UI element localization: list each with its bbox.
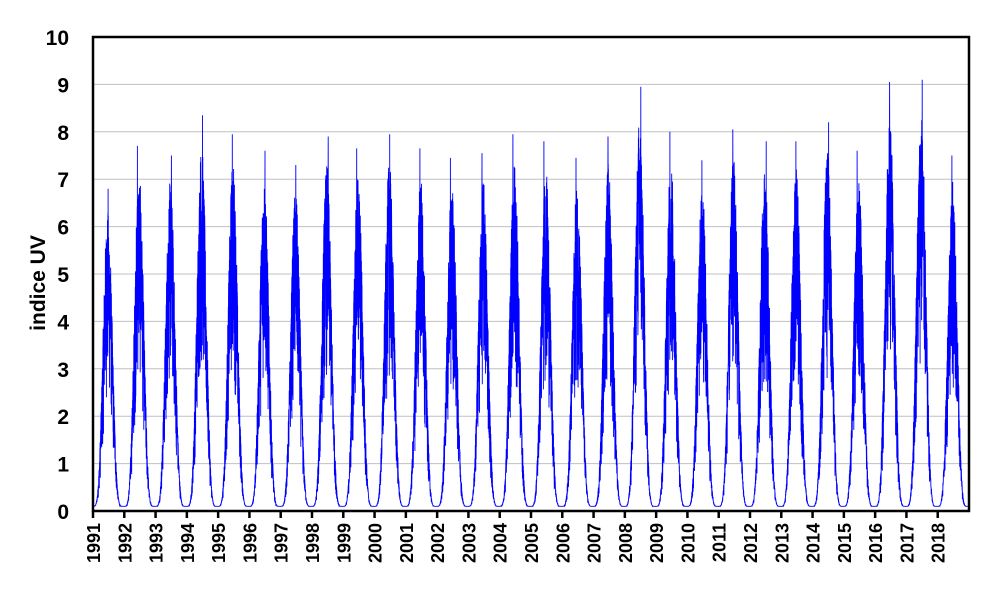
x-tick-label: 1994 — [178, 523, 198, 563]
uv-index-line — [93, 79, 969, 508]
y-tick-label: 1 — [57, 454, 69, 477]
x-tick-label: 2009 — [647, 523, 667, 563]
x-tick-label: 2003 — [459, 523, 479, 563]
x-tick-label: 2012 — [741, 523, 761, 563]
x-tick-label: 2017 — [897, 523, 917, 563]
y-tick-label: 8 — [57, 122, 69, 145]
gridlines — [93, 83, 969, 465]
y-tick-label: 0 — [57, 501, 69, 524]
y-axis-ticks: 0 1 2 3 4 5 6 7 8 9 10 — [46, 27, 70, 524]
x-tick-label: 2005 — [522, 523, 542, 563]
x-tick-label: 1991 — [84, 523, 104, 563]
y-tick-label: 9 — [57, 74, 69, 97]
x-axis-ticks: 1991 1992 1993 1994 1995 1996 1997 1998 1999 2000… — [84, 511, 949, 563]
y-tick-label: 4 — [57, 311, 69, 334]
x-tick-label: 2010 — [678, 523, 698, 563]
x-tick-label: 2002 — [428, 523, 448, 563]
x-tick-label: 2008 — [616, 523, 636, 563]
y-tick-label: 3 — [57, 359, 69, 382]
x-tick-label: 2015 — [835, 523, 855, 563]
x-tick-label: 1999 — [334, 523, 354, 563]
series-uv-index — [93, 79, 969, 508]
x-tick-label: 1995 — [209, 523, 229, 563]
x-tick-label: 1996 — [240, 523, 260, 563]
x-tick-label: 2007 — [585, 523, 605, 563]
x-tick-label: 2014 — [804, 523, 824, 563]
y-axis-title: indice UV — [27, 235, 50, 331]
x-tick-label: 1992 — [115, 523, 135, 563]
x-tick-label: 2001 — [397, 523, 417, 563]
y-tick-label: 2 — [57, 406, 69, 429]
y-tick-label: 5 — [57, 264, 69, 287]
x-tick-label: 2006 — [553, 523, 573, 563]
x-tick-label: 2016 — [866, 523, 886, 563]
x-tick-label: 1998 — [303, 523, 323, 563]
x-tick-label: 1993 — [147, 523, 167, 563]
x-tick-label: 2018 — [929, 523, 949, 563]
y-tick-label: 6 — [57, 217, 69, 240]
y-tick-label: 10 — [46, 27, 69, 50]
x-tick-label: 2004 — [491, 523, 511, 563]
y-tick-label: 7 — [57, 169, 69, 192]
x-tick-label: 2011 — [710, 523, 730, 562]
x-tick-label: 1997 — [272, 523, 292, 563]
x-tick-label: 2000 — [366, 523, 386, 563]
x-tick-label: 2013 — [772, 523, 792, 563]
